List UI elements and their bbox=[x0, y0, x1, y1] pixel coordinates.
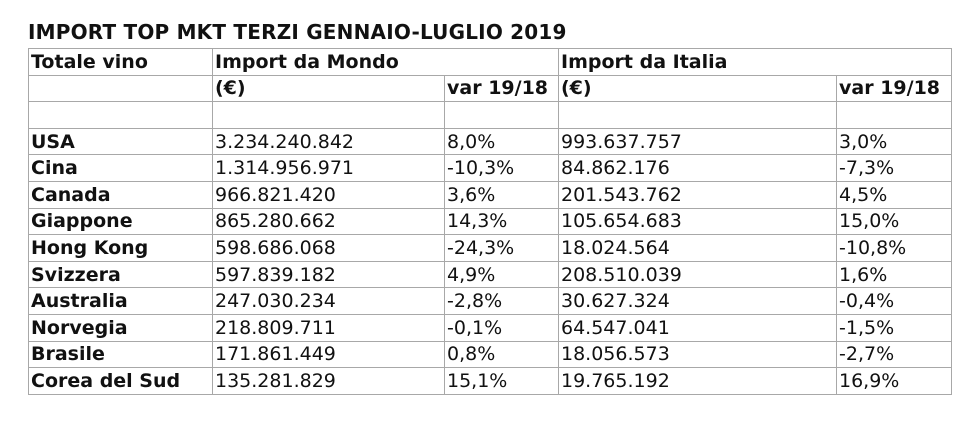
cell-import-italia: 201.543.762 bbox=[558, 180, 837, 209]
cell-country: Canada bbox=[28, 180, 213, 209]
cell-import-mondo: 598.686.068 bbox=[212, 234, 445, 262]
cell-var-italia: -7,3% bbox=[836, 154, 952, 182]
cell-import-mondo: 171.861.449 bbox=[212, 340, 445, 369]
header-import-mondo-spacer bbox=[444, 48, 559, 76]
table-row: Cina 1.314.956.971 -10,3% 84.862.176 -7,3% bbox=[28, 154, 952, 182]
cell-country: Giappone bbox=[28, 207, 213, 236]
cell-var-mondo: 15,1% bbox=[444, 367, 559, 395]
blank-cell bbox=[28, 101, 213, 129]
cell-import-italia: 19.765.192 bbox=[558, 367, 837, 395]
cell-import-italia: 64.547.041 bbox=[558, 313, 837, 342]
cell-var-italia: 3,0% bbox=[836, 127, 952, 156]
header-totale-vino: Totale vino bbox=[28, 48, 213, 76]
header-import-mondo: Import da Mondo bbox=[212, 48, 445, 76]
cell-var-italia: 1,6% bbox=[836, 260, 952, 289]
import-table: Totale vino Import da Mondo Import da It… bbox=[28, 48, 952, 395]
cell-var-mondo: 4,9% bbox=[444, 260, 559, 289]
header-mondo-var: var 19/18 bbox=[444, 74, 559, 103]
cell-var-italia: 15,0% bbox=[836, 207, 952, 236]
cell-import-mondo: 135.281.829 bbox=[212, 367, 445, 395]
cell-country: USA bbox=[28, 127, 213, 156]
cell-import-italia: 105.654.683 bbox=[558, 207, 837, 236]
cell-import-mondo: 247.030.234 bbox=[212, 287, 445, 315]
blank-cell bbox=[444, 101, 559, 129]
cell-var-italia: 4,5% bbox=[836, 180, 952, 209]
cell-var-italia: -0,4% bbox=[836, 287, 952, 315]
cell-var-italia: -10,8% bbox=[836, 234, 952, 262]
table-row: Norvegia 218.809.711 -0,1% 64.547.041 -1,5% bbox=[28, 313, 952, 342]
cell-var-italia: -1,5% bbox=[836, 313, 952, 342]
cell-var-mondo: 0,8% bbox=[444, 340, 559, 369]
table-row: Hong Kong 598.686.068 -24,3% 18.024.564 -10,… bbox=[28, 234, 952, 262]
cell-import-italia: 18.024.564 bbox=[558, 234, 837, 262]
table-row: Corea del Sud 135.281.829 15,1% 19.765.192 1… bbox=[28, 367, 952, 395]
cell-import-italia: 18.056.573 bbox=[558, 340, 837, 369]
header-row-1: Totale vino Import da Mondo Import da It… bbox=[28, 48, 952, 76]
table-row: Brasile 171.861.449 0,8% 18.056.573 -2,7% bbox=[28, 340, 952, 369]
cell-import-mondo: 218.809.711 bbox=[212, 313, 445, 342]
cell-country: Australia bbox=[28, 287, 213, 315]
table-row: Giappone 865.280.662 14,3% 105.654.683 15,0% bbox=[28, 207, 952, 236]
table-row: Canada 966.821.420 3,6% 201.543.762 4,5% bbox=[28, 180, 952, 209]
cell-import-mondo: 966.821.420 bbox=[212, 180, 445, 209]
cell-country: Brasile bbox=[28, 340, 213, 369]
cell-var-italia: 16,9% bbox=[836, 367, 952, 395]
blank-cell bbox=[836, 101, 952, 129]
blank-cell bbox=[558, 101, 837, 129]
cell-var-mondo: -10,3% bbox=[444, 154, 559, 182]
cell-import-italia: 208.510.039 bbox=[558, 260, 837, 289]
cell-country: Cina bbox=[28, 154, 213, 182]
cell-var-mondo: 14,3% bbox=[444, 207, 559, 236]
blank-row bbox=[28, 101, 952, 129]
cell-import-mondo: 865.280.662 bbox=[212, 207, 445, 236]
header-mondo-value: (€) bbox=[212, 74, 445, 103]
cell-import-mondo: 3.234.240.842 bbox=[212, 127, 445, 156]
cell-import-italia: 993.637.757 bbox=[558, 127, 837, 156]
header-empty-cell bbox=[28, 74, 213, 103]
header-row-2: (€) var 19/18 (€) var 19/18 bbox=[28, 74, 952, 103]
cell-import-italia: 84.862.176 bbox=[558, 154, 837, 182]
cell-var-italia: -2,7% bbox=[836, 340, 952, 369]
cell-var-mondo: 8,0% bbox=[444, 127, 559, 156]
header-import-italia-spacer bbox=[836, 48, 952, 76]
cell-import-italia: 30.627.324 bbox=[558, 287, 837, 315]
header-italia-value: (€) bbox=[558, 74, 837, 103]
cell-var-mondo: 3,6% bbox=[444, 180, 559, 209]
table-row: Svizzera 597.839.182 4,9% 208.510.039 1,6% bbox=[28, 260, 952, 289]
cell-import-mondo: 1.314.956.971 bbox=[212, 154, 445, 182]
blank-cell bbox=[212, 101, 445, 129]
cell-country: Corea del Sud bbox=[28, 367, 213, 395]
cell-import-mondo: 597.839.182 bbox=[212, 260, 445, 289]
cell-country: Svizzera bbox=[28, 260, 213, 289]
cell-var-mondo: -0,1% bbox=[444, 313, 559, 342]
cell-country: Norvegia bbox=[28, 313, 213, 342]
header-import-italia: Import da Italia bbox=[558, 48, 837, 76]
cell-var-mondo: -2,8% bbox=[444, 287, 559, 315]
cell-country: Hong Kong bbox=[28, 234, 213, 262]
header-italia-var: var 19/18 bbox=[836, 74, 952, 103]
cell-var-mondo: -24,3% bbox=[444, 234, 559, 262]
page-title: IMPORT TOP MKT TERZI GENNAIO-LUGLIO 2019 bbox=[28, 20, 567, 44]
table-row: Australia 247.030.234 -2,8% 30.627.324 -0,4% bbox=[28, 287, 952, 315]
table-row: USA 3.234.240.842 8,0% 993.637.757 3,0% bbox=[28, 127, 952, 156]
